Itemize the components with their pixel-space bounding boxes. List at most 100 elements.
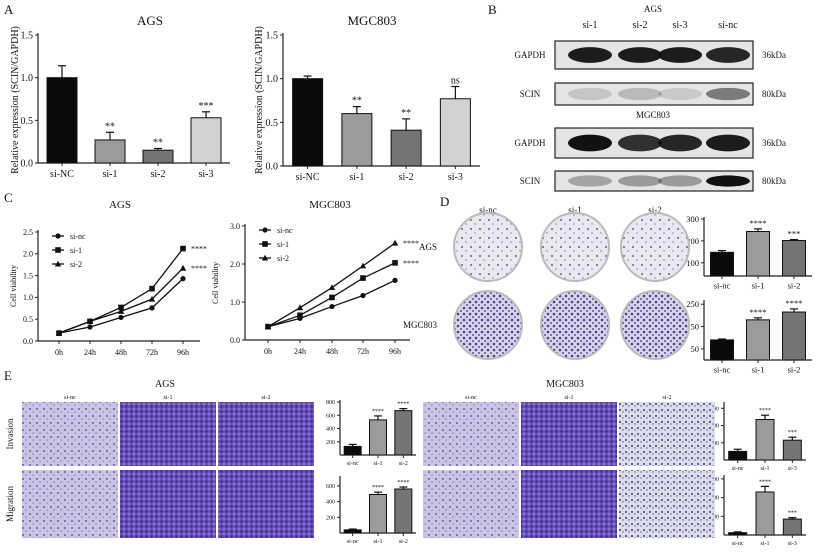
colony-column-label: si-2	[648, 205, 662, 215]
marker-square	[180, 245, 186, 252]
bar	[46, 77, 78, 164]
y-tick-label: 200	[326, 440, 335, 446]
colony-formation-panel: si-nc si-1 si-2 AGS MGC803	[403, 205, 690, 360]
colony-plate	[453, 290, 523, 360]
chart-a2: 0.0 0.5 1.0 1.5 MGC803 Relative expression (S…	[254, 13, 480, 183]
transwell-column-label: si-2	[262, 395, 271, 401]
blot-kda-label: 36kDa	[762, 138, 786, 148]
x-tick-label: si-2	[151, 169, 166, 180]
blot-band	[618, 175, 662, 187]
y-tick-label: 1.5	[23, 271, 33, 280]
y-tick-label: 150	[686, 322, 699, 332]
marker-triangle	[179, 264, 187, 271]
transwell-column-label: si-1	[565, 395, 574, 401]
marker-square	[329, 294, 335, 301]
legend-label: si-1	[70, 246, 82, 255]
legend-label: si-2	[277, 254, 289, 263]
western-blot-panel: AGS MGC803 si-1 si-2 si-3 si-nc GAPDH 36kDa SCIN…	[514, 4, 786, 192]
x-tick-label: si-3	[788, 541, 797, 547]
chart-c2: 0.0 1.0 2.0 3.0 MGC803 Cell viability 0h 24h 48h…	[211, 199, 419, 356]
bar	[341, 113, 373, 167]
significance-label: ****	[403, 259, 419, 268]
bar	[755, 419, 775, 461]
significance-label: ****	[372, 485, 384, 491]
legend-label: si-nc	[70, 232, 86, 241]
x-tick-label: si-2	[399, 461, 408, 467]
colony-plate	[540, 290, 610, 360]
y-tick-label: 300	[686, 214, 699, 224]
blot-band	[568, 134, 612, 152]
marker-triangle	[86, 318, 94, 324]
transwell-image	[22, 402, 118, 466]
x-tick-label: si-nc	[347, 461, 359, 467]
bar	[142, 149, 174, 164]
blot-kda-label: 36kDa	[762, 50, 786, 60]
blot-band	[568, 87, 612, 101]
significance-label: ***	[199, 101, 214, 112]
blot-membrane	[554, 170, 754, 192]
x-tick-label: si-nc	[732, 466, 744, 472]
transwell-image	[218, 402, 314, 466]
x-tick-label: si-2	[399, 172, 414, 183]
transwell-panel: AGS MGC803 si-nc si-1 si-2 si-nc si-1 si-2 Invas…	[5, 379, 715, 538]
x-tick-label: si-1	[752, 281, 765, 291]
chart-title: MGC803	[309, 199, 351, 211]
transwell-image	[22, 470, 118, 538]
y-tick-label: 0.0	[230, 336, 240, 345]
bar	[728, 450, 748, 461]
significance-label: **	[401, 108, 411, 119]
blot-row-gapdh: GAPDH 36kDa	[514, 127, 786, 159]
marker-triangle	[117, 308, 125, 314]
blot-band	[618, 87, 662, 101]
x-tick-label: si-1	[761, 466, 770, 472]
lane-label: si-1	[583, 20, 598, 31]
x-tick-label: si-1	[752, 365, 765, 375]
transwell-image	[619, 470, 715, 538]
x-tick-label: si-2	[788, 365, 801, 375]
legend-label: si-2	[70, 260, 82, 269]
blot-band	[568, 47, 612, 63]
x-tick-label: si-3	[788, 466, 797, 472]
blot-row-gapdh: GAPDH 36kDa	[514, 40, 786, 70]
bar	[292, 78, 324, 167]
bar	[369, 494, 387, 534]
chart-a1: 0.0 0.5 1.0 1.5 AGS Relative expression (SCIN…	[10, 13, 230, 180]
transwell-image	[619, 402, 715, 466]
marker-triangle	[55, 329, 63, 336]
y-tick-label: 3.0	[230, 222, 240, 231]
marker-circle	[149, 305, 155, 311]
x-tick-label: si-1	[374, 539, 383, 545]
transwell-title-mgc803: MGC803	[546, 379, 584, 390]
colony-plate	[620, 290, 690, 360]
legend-label: si-1	[277, 240, 289, 249]
blot-row-label: SCIN	[520, 89, 541, 99]
marker-square	[297, 312, 303, 319]
significance-label: ****	[397, 480, 409, 486]
colony-column-label: si-nc	[479, 205, 497, 215]
bar	[782, 239, 806, 277]
x-tick-label: 96h	[389, 347, 401, 356]
series-si-2: **** si-2	[52, 260, 207, 336]
marker-triangle	[328, 284, 336, 291]
legend-label: si-nc	[277, 226, 293, 235]
bar	[710, 251, 734, 277]
marker-circle	[329, 303, 335, 310]
marker-square	[392, 260, 398, 266]
blot-band	[706, 47, 750, 63]
blot-band	[658, 175, 702, 187]
marker-square	[118, 304, 124, 311]
colony-row-label: MGC803	[403, 320, 438, 330]
bar	[343, 529, 362, 534]
bar	[369, 419, 387, 456]
chart-d1: 100 200 300 si-nc si-1 **** si-2 ***	[686, 214, 812, 291]
series-si-2: **** si-2	[259, 239, 419, 330]
blot-band	[658, 87, 702, 101]
marker-square	[55, 247, 61, 253]
blot-row-scin: SCIN 80kDa	[520, 170, 786, 192]
y-tick-label: 1.5	[266, 31, 279, 42]
marker-circle	[87, 324, 93, 330]
blot-row-label: SCIN	[520, 176, 541, 186]
